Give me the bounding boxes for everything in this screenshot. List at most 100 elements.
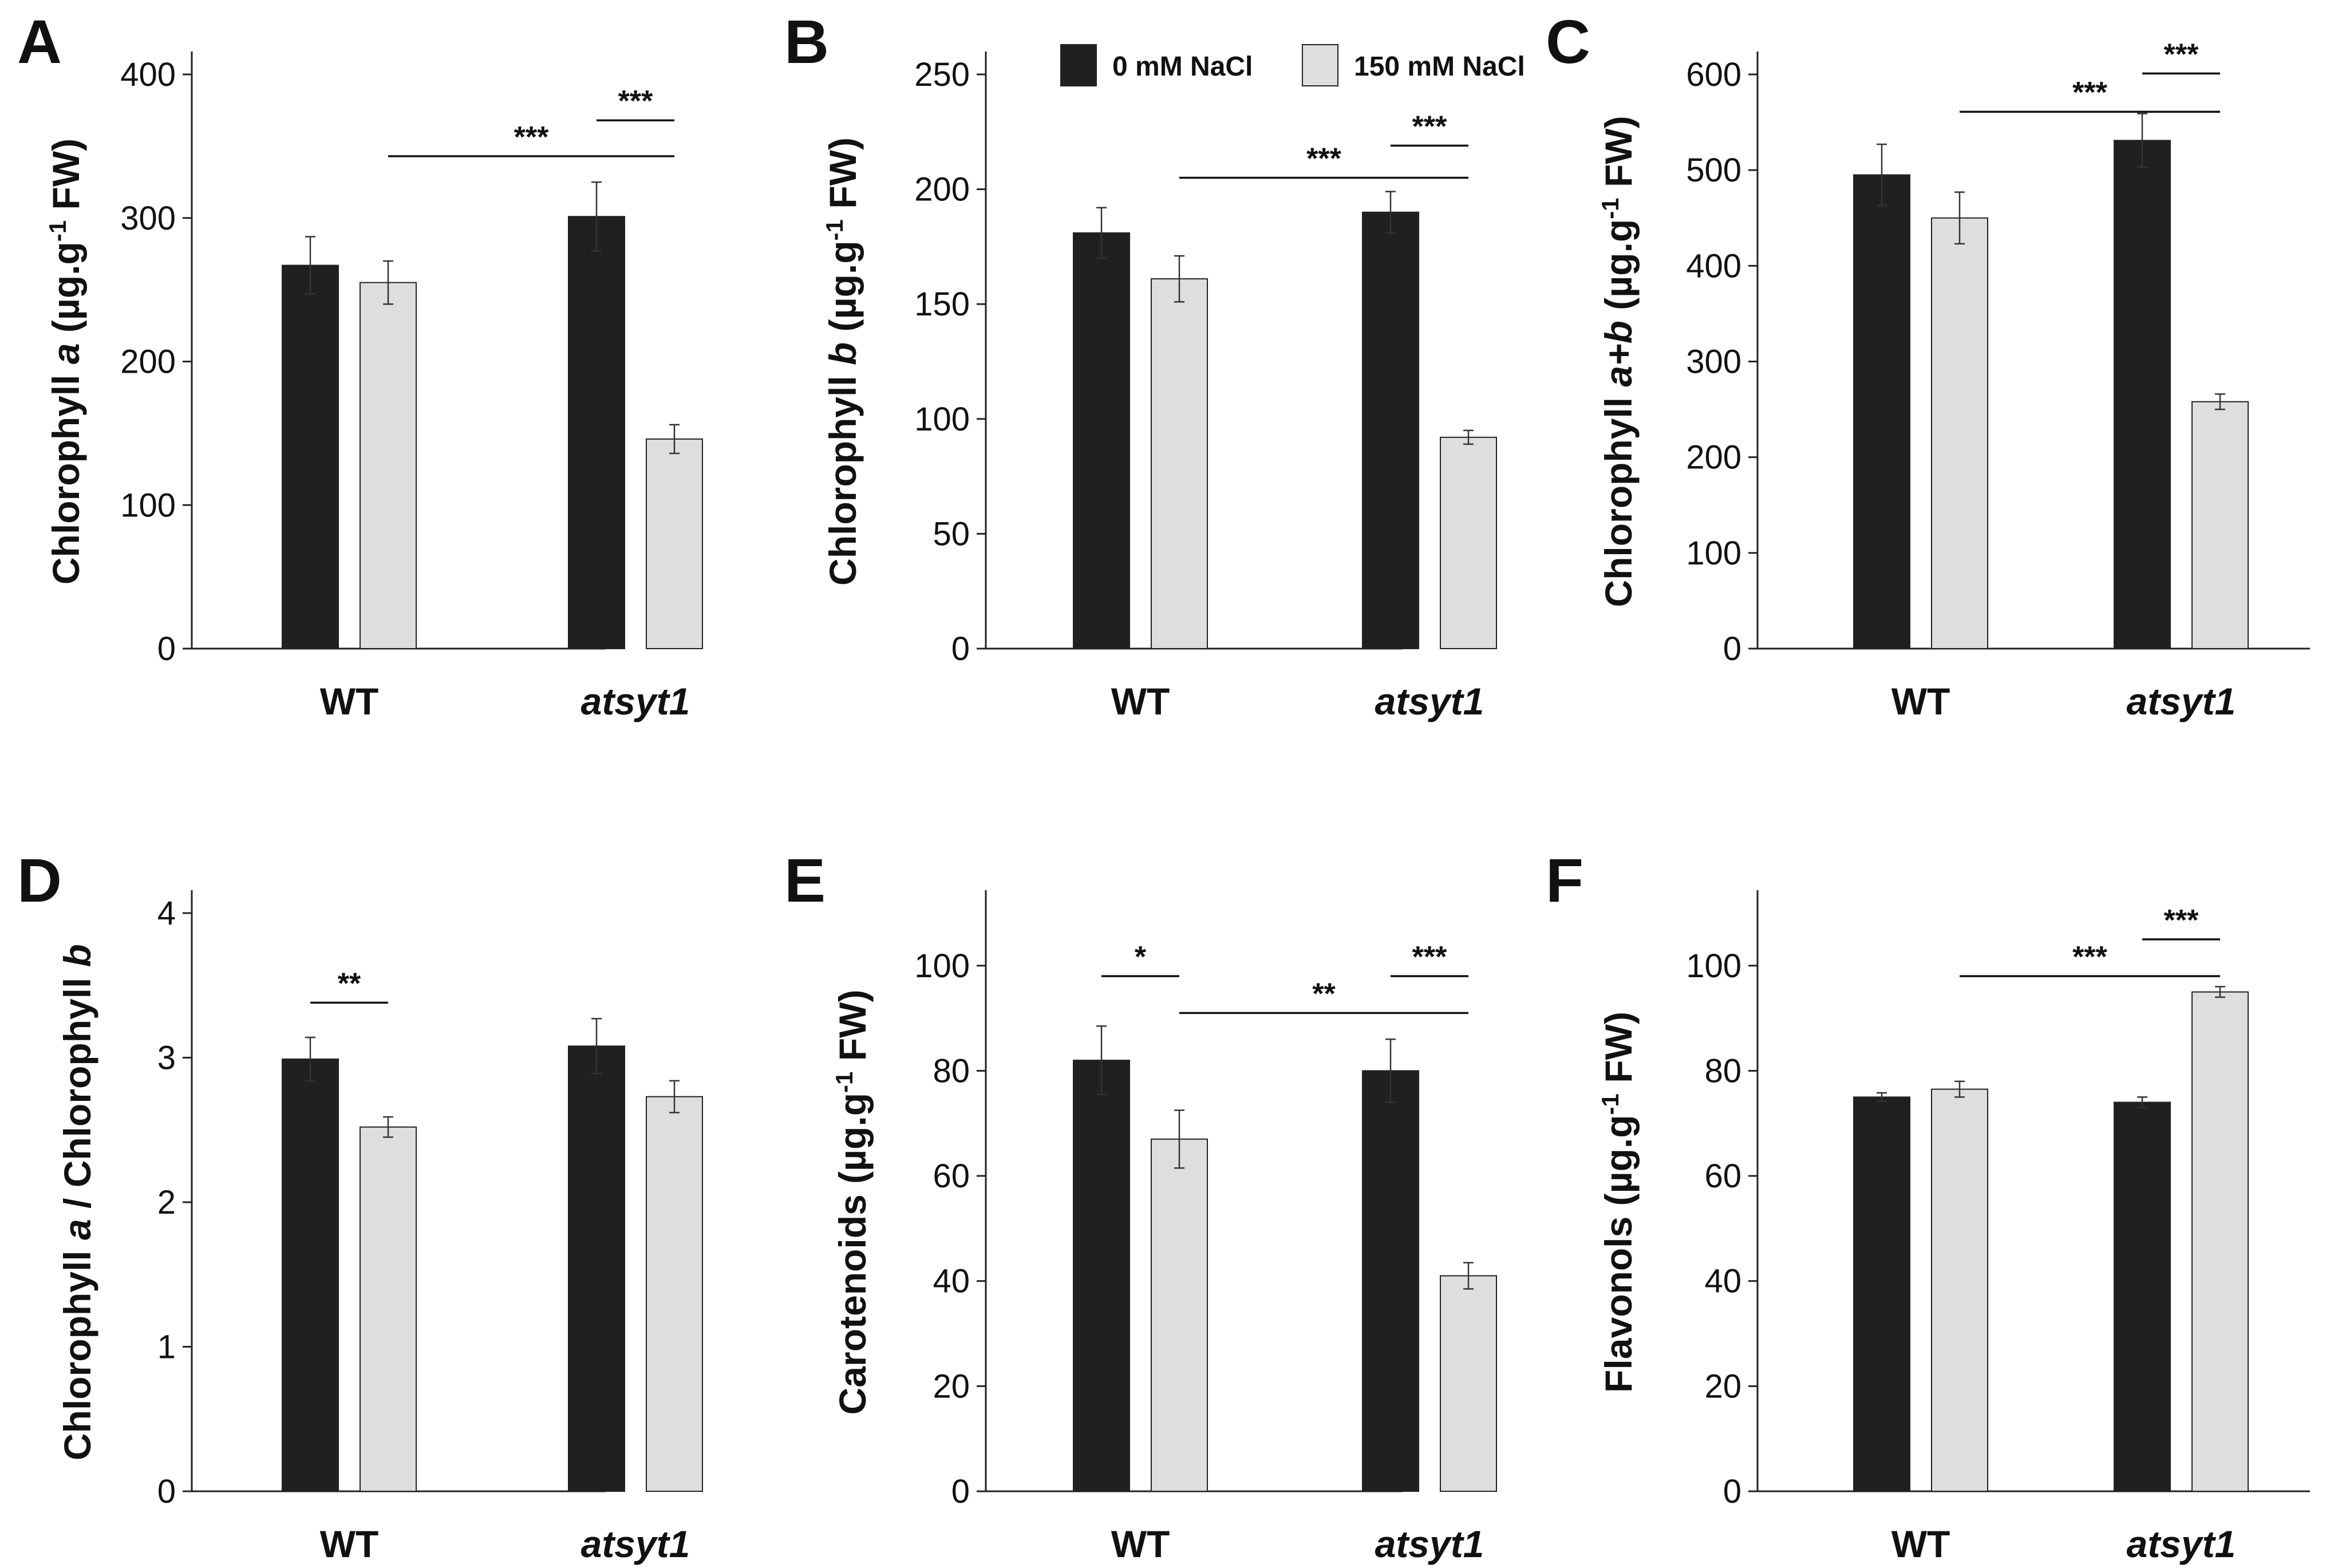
y-axis-label-part: a [56, 1219, 98, 1240]
y-axis-label: Flavonols (µg.g-1 FW) [1597, 1012, 1640, 1393]
y-tick-label: 200 [914, 171, 970, 208]
category-label: WT [1891, 1523, 1950, 1565]
significance-label: ** [338, 967, 361, 1001]
legend-label: 0 mM NaCl [1112, 52, 1253, 82]
panel-letter: E [784, 846, 826, 915]
y-axis-label-part: Chlorophyll [1597, 387, 1640, 607]
category-label: WT [1111, 1523, 1170, 1565]
y-tick-label: 200 [1686, 439, 1741, 476]
y-tick-label: 600 [1686, 56, 1741, 93]
y-tick-label: 50 [933, 515, 970, 552]
y-tick-label: 0 [1723, 630, 1741, 668]
y-axis-label-part: b [56, 944, 98, 967]
y-tick-label: 150 [914, 286, 970, 323]
y-tick-label: 100 [120, 487, 176, 524]
y-tick-label: 40 [933, 1263, 970, 1300]
bar-nacl [1151, 278, 1208, 649]
significance-label: *** [2072, 76, 2107, 109]
y-tick-label: 400 [1686, 247, 1741, 285]
y-axis-label-part: (µg.g [1597, 219, 1640, 321]
y-tick-label: 4 [157, 895, 176, 932]
panel-letter: C [1546, 7, 1590, 76]
category-label: atsyt1 [581, 1523, 690, 1565]
bar-control [1362, 1070, 1419, 1492]
bar-nacl [2191, 991, 2249, 1492]
y-tick-label: 0 [951, 1473, 970, 1510]
bar-control [2114, 140, 2171, 650]
category-label: WT [320, 680, 379, 722]
panel-letter: F [1546, 846, 1583, 915]
bar-control [1853, 174, 1910, 649]
category-label: WT [320, 1523, 379, 1565]
y-tick-label: 20 [1704, 1368, 1741, 1405]
bar-nacl [360, 282, 417, 649]
y-axis-label-part: Carotenoids (µg.g [831, 1093, 874, 1415]
y-tick-label: 100 [914, 947, 970, 985]
y-axis-label-part: -1 [1597, 198, 1624, 219]
y-axis-label: Carotenoids (µg.g-1 FW) [831, 990, 874, 1415]
y-tick-label: 300 [1686, 343, 1741, 381]
y-axis-label-part: FW) [831, 990, 874, 1072]
y-axis-label-part: FW) [1597, 116, 1640, 198]
bar-nacl [360, 1126, 417, 1492]
y-tick-label: 3 [157, 1040, 176, 1077]
y-axis-label-part: Chlorophyll [56, 1240, 98, 1460]
category-label: WT [1891, 680, 1950, 722]
bar-control [568, 1045, 625, 1492]
y-tick-label: 1 [157, 1329, 176, 1366]
y-tick-label: 100 [1686, 535, 1741, 572]
bar-nacl [1931, 217, 1988, 649]
significance-label: *** [2164, 904, 2199, 937]
bar-control [568, 216, 625, 649]
category-label: WT [1111, 680, 1170, 722]
y-axis-label-part: -1 [44, 220, 71, 242]
y-axis-label-part: (µg.g [822, 240, 864, 342]
legend-swatch-control [1060, 44, 1097, 86]
bar-nacl [1440, 1275, 1497, 1492]
category-label: atsyt1 [1375, 1523, 1484, 1565]
y-tick-label: 300 [120, 200, 176, 237]
bar-nacl [1931, 1088, 1988, 1492]
y-axis-label-part: -1 [821, 219, 848, 240]
significance-label: *** [2164, 38, 2199, 71]
y-axis-label-part: a+b [1597, 321, 1640, 387]
category-label: atsyt1 [2127, 680, 2236, 722]
y-axis-label: Chlorophyll b (µg.g-1 FW) [821, 137, 864, 586]
legend-swatch-nacl [1302, 44, 1338, 86]
bar-control [282, 1059, 339, 1492]
category-label: atsyt1 [1375, 680, 1484, 722]
legend: 0 mM NaCl 150 mM NaCl [1060, 44, 1525, 86]
y-axis-label-part: -1 [831, 1072, 858, 1093]
y-axis-label-part: FW) [45, 139, 87, 220]
bar-nacl [646, 438, 703, 650]
y-tick-label: 60 [933, 1158, 970, 1195]
bar-control [2114, 1101, 2171, 1492]
significance-label: *** [1412, 941, 1447, 974]
significance-label: * [1135, 941, 1147, 974]
panel-letter: A [17, 7, 62, 76]
y-tick-label: 20 [933, 1368, 970, 1405]
bar-nacl [1440, 436, 1497, 649]
panel-f: F 0 20 40 60 80 100 Flavonols (µg.g-1 FW) WT atsy… [1546, 846, 2310, 1565]
y-axis-label-part: a [45, 343, 87, 364]
y-tick-label: 100 [914, 401, 970, 438]
bar-nacl [2191, 401, 2249, 650]
y-axis-label-part: Chlorophyll [822, 365, 864, 586]
significance-label: ** [1312, 977, 1336, 1010]
y-axis-label-part: FW) [822, 137, 864, 219]
significance-label: *** [1412, 110, 1447, 143]
y-axis-label-part: b [822, 342, 864, 365]
y-axis-label-part: / Chlorophyll [56, 967, 98, 1219]
y-tick-label: 0 [157, 1473, 176, 1510]
bar-control [1073, 232, 1130, 649]
bar-nacl [646, 1096, 703, 1492]
y-tick-label: 200 [120, 343, 176, 381]
y-tick-label: 80 [933, 1052, 970, 1089]
panel-b: B 0 50 100 150 200 250 Chlorophyll b (µg.g-1 FW… [784, 7, 1525, 722]
significance-label: *** [1306, 143, 1341, 176]
y-tick-label: 0 [157, 630, 176, 668]
panel-c: C 0 100 200 300 400 500 600 Chlorophyll a+b (µg.… [1546, 7, 2310, 722]
y-tick-label: 80 [1704, 1052, 1741, 1089]
panel-a: A 0 100 200 300 400 Chlorophyll a (µg.g-1 FW) W… [17, 7, 703, 722]
